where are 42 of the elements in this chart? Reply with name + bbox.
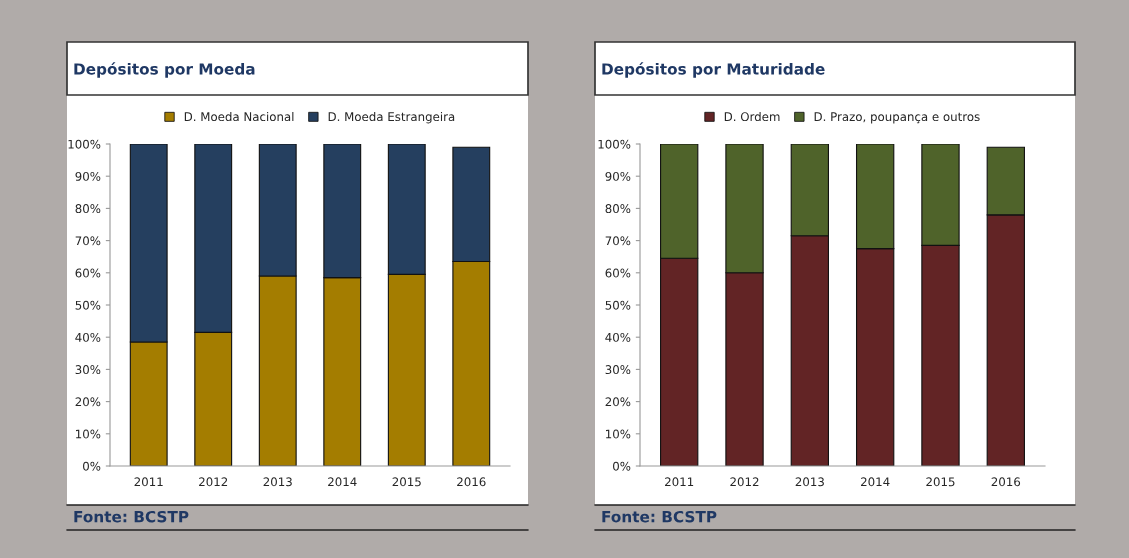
y-tick-label: 20% — [605, 397, 631, 407]
x-tick-label: 2013 — [263, 477, 292, 487]
legend-label: D. Moeda Estrangeira — [328, 111, 455, 124]
x-tick-label: 2012 — [730, 477, 759, 487]
legend-label: D. Moeda Nacional — [184, 111, 294, 122]
y-tick-label: 10% — [76, 429, 101, 439]
y-tick-label: 10% — [606, 429, 631, 439]
y-tick-label: 40% — [605, 332, 631, 342]
x-tick-label: 2016 — [991, 477, 1021, 487]
y-tick-label: 50% — [605, 300, 631, 310]
y-tick-label: 20% — [75, 397, 101, 407]
y-tick-label: 100% — [598, 139, 631, 149]
legend-label: D. Prazo, poupança e outros — [814, 112, 980, 124]
y-tick-label: 50% — [75, 300, 101, 310]
x-tick-label: 2011 — [665, 477, 694, 487]
x-tick-label: 2013 — [795, 477, 824, 487]
y-tick-label: 90% — [75, 171, 101, 181]
y-tick-label: 0% — [613, 461, 631, 471]
y-tick-label: 30% — [75, 365, 101, 375]
y-tick-label: 0% — [83, 461, 101, 471]
x-tick-label: 2014 — [328, 477, 357, 487]
y-tick-label: 80% — [605, 204, 631, 214]
y-tick-label: 60% — [605, 268, 631, 278]
chart-title: Depósitos por Maturidade — [602, 62, 825, 78]
chart-title: Depósitos por Moeda — [74, 62, 255, 78]
y-tick-label: 40% — [75, 332, 101, 342]
legend-label: D. Ordem — [724, 111, 780, 122]
x-tick-label: 2012 — [199, 477, 228, 487]
y-tick-label: 80% — [75, 204, 101, 214]
x-tick-label: 2015 — [392, 477, 421, 487]
x-tick-label: 2011 — [134, 477, 163, 487]
y-tick-label: 70% — [605, 236, 631, 246]
x-tick-label: 2016 — [457, 477, 486, 487]
y-tick-label: 90% — [605, 171, 631, 181]
y-tick-label: 60% — [75, 268, 101, 278]
x-tick-label: 2015 — [926, 477, 955, 487]
y-tick-label: 30% — [605, 365, 631, 375]
y-tick-label: 70% — [75, 236, 101, 246]
source-note: Fonte: BCSTP — [602, 510, 717, 523]
source-note: Fonte: BCSTP — [74, 510, 189, 523]
x-tick-label: 2014 — [861, 477, 890, 487]
y-tick-label: 100% — [68, 139, 101, 149]
